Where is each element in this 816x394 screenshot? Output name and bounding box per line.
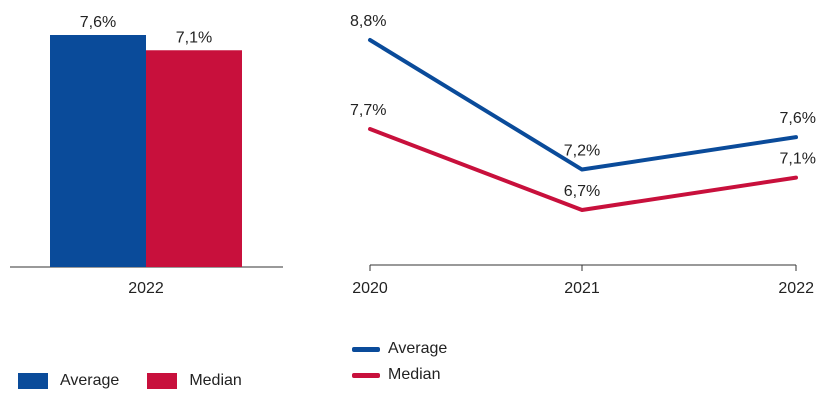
bar-data-label-average: 7,6% xyxy=(80,14,116,31)
median-line-legend-label: Median xyxy=(388,366,441,383)
line-data-label-average-2020: 8,8% xyxy=(350,13,386,30)
median-legend-label: Median xyxy=(189,372,242,389)
bar-data-label-median: 7,1% xyxy=(176,29,212,46)
line-x-tick-label-2020: 2020 xyxy=(352,280,388,297)
line-series-median xyxy=(368,127,798,212)
median-line-swatch xyxy=(352,372,380,378)
bar-x-tick-label: 2022 xyxy=(128,280,164,297)
bar-legend: Average Median xyxy=(18,372,242,390)
line-data-label-average-2021: 7,2% xyxy=(564,143,600,160)
bar-average xyxy=(50,35,146,267)
line-data-label-median-2022: 7,1% xyxy=(780,151,816,168)
median-legend-swatch xyxy=(147,373,178,389)
line-x-tick-label-2021: 2021 xyxy=(564,280,600,297)
average-line-legend-label: Average xyxy=(388,340,448,357)
line-legend: Average Median xyxy=(352,340,447,384)
line-data-label-median-2021: 6,7% xyxy=(564,183,600,200)
bar-chart: 7,6% 7,1% 2022 xyxy=(10,14,283,297)
line-x-tick-label-2022: 2022 xyxy=(778,280,814,297)
average-line-swatch xyxy=(352,346,380,352)
line-chart: 2020 2021 2022 8,8% 7,2% 7,6% 7,7% 6,7% 7,1% xyxy=(350,13,816,297)
bar-median xyxy=(146,50,242,268)
line-series-average xyxy=(368,38,798,172)
average-legend-swatch xyxy=(18,373,48,389)
line-data-label-average-2022: 7,6% xyxy=(780,110,816,127)
average-legend-label: Average xyxy=(60,372,120,389)
line-data-label-median-2020: 7,7% xyxy=(350,102,386,119)
